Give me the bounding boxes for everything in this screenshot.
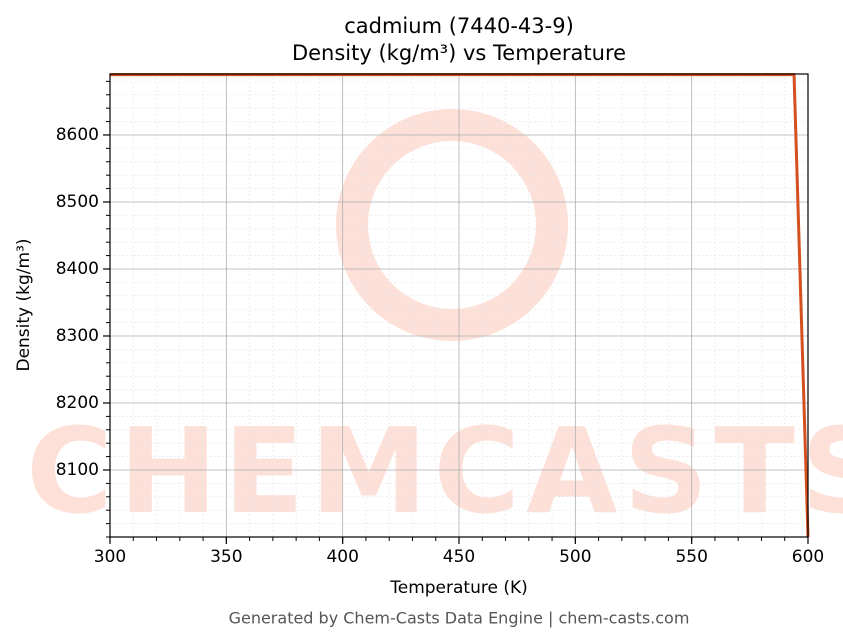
chart-subtitle: Density (kg/m³) vs Temperature: [292, 41, 626, 65]
y-tick-label: 8100: [56, 460, 99, 480]
chart-title: cadmium (7440-43-9): [344, 14, 574, 38]
y-tick-label: 8600: [56, 125, 99, 145]
x-tick-label: 400: [326, 547, 358, 567]
y-tick-label: 8300: [56, 326, 99, 346]
y-tick-label: 8500: [56, 192, 99, 212]
plot-frame: [109, 73, 809, 538]
x-tick-label: 600: [792, 547, 824, 567]
x-tick-label: 450: [443, 547, 475, 567]
y-tick-label: 8200: [56, 393, 99, 413]
x-axis-label: Temperature (K): [389, 578, 528, 598]
footer: Generated by Chem-Casts Data Engine | ch…: [229, 609, 690, 628]
x-tick-label: 350: [210, 547, 242, 567]
data-line: [110, 73, 810, 538]
y-tick-label: 8400: [56, 259, 99, 279]
y-axis-label: Density (kg/m³): [14, 238, 34, 371]
watermark-group: CHEMCASTS: [26, 109, 843, 540]
watermark-logo: [336, 109, 568, 341]
x-tick-label: 550: [675, 547, 707, 567]
x-tick-label: 500: [559, 547, 591, 567]
watermark-text: CHEMCASTS: [26, 402, 843, 540]
x-tick-label: 300: [94, 547, 126, 567]
